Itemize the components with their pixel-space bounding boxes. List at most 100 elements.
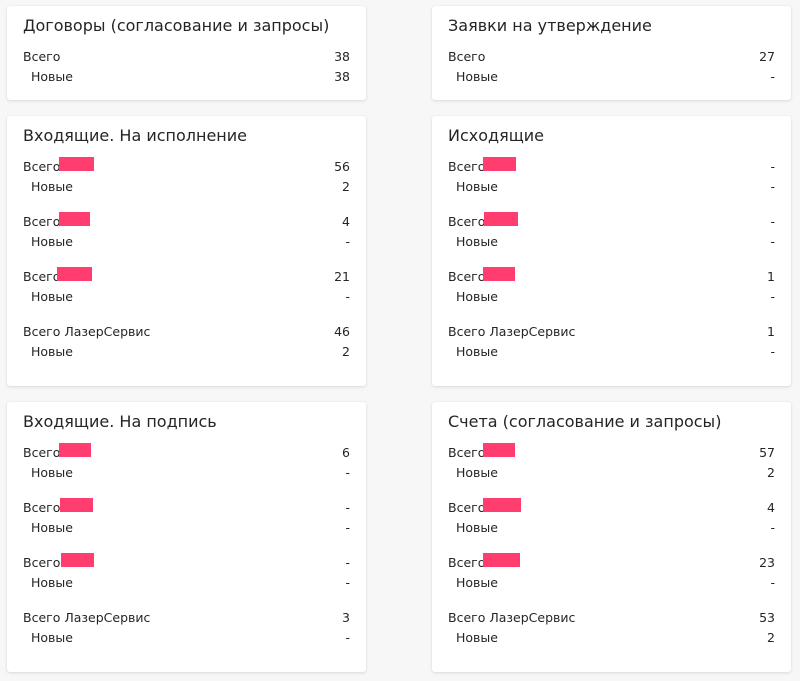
row-value: 21 — [334, 269, 350, 284]
row-new[interactable]: Новые - — [448, 68, 775, 86]
redaction-mark — [61, 553, 94, 567]
row-value: - — [770, 69, 775, 84]
row-value: 2 — [767, 465, 775, 480]
row-label: Новые — [456, 465, 498, 480]
redaction-mark — [483, 553, 520, 567]
row-label: Новые — [31, 520, 73, 535]
row-new[interactable]: Новые - — [23, 464, 350, 482]
row-value: - — [770, 575, 775, 590]
card-title: Договоры (согласование и запросы) — [23, 16, 330, 35]
card-incoming-sign[interactable]: Входящие. На подпись Всего 6 Новые - Все… — [7, 402, 366, 672]
redaction-mark — [59, 157, 94, 171]
row-total[interactable]: Всего - — [448, 212, 775, 231]
row-total[interactable]: Всего ЛазерСервис 3 — [23, 609, 350, 627]
row-label: Новые — [456, 69, 498, 84]
row-value: 56 — [334, 159, 350, 174]
row-new[interactable]: Новые - — [448, 288, 775, 306]
card-contracts[interactable]: Договоры (согласование и запросы) Всего … — [7, 6, 366, 100]
row-value: - — [770, 214, 775, 229]
row-total[interactable]: Всего 6 — [23, 443, 350, 462]
row-new[interactable]: Новые 2 — [23, 178, 350, 196]
row-value: 2 — [767, 630, 775, 645]
row-new[interactable]: Новые 2 — [448, 629, 775, 647]
card-title: Исходящие — [448, 126, 545, 145]
row-value: 4 — [342, 214, 350, 229]
row-total[interactable]: Всего 1 — [448, 267, 775, 286]
row-total[interactable]: Всего - — [23, 498, 350, 517]
redaction-mark — [483, 267, 515, 281]
row-label: Новые — [456, 234, 498, 249]
row-total[interactable]: Всего 4 — [23, 212, 350, 231]
row-label: Всего — [448, 555, 486, 570]
row-new[interactable]: Новые - — [23, 519, 350, 537]
row-new[interactable]: Новые - — [23, 574, 350, 592]
row-value: 1 — [767, 269, 775, 284]
row-total[interactable]: Всего 38 — [23, 48, 350, 66]
row-new[interactable]: Новые - — [448, 519, 775, 537]
row-value: 6 — [342, 445, 350, 460]
row-value: - — [345, 289, 350, 304]
row-label: Новые — [456, 520, 498, 535]
row-value: - — [770, 289, 775, 304]
row-new[interactable]: Новые - — [23, 288, 350, 306]
row-value: - — [345, 465, 350, 480]
row-label: Всего — [448, 49, 486, 64]
row-value: 27 — [759, 49, 775, 64]
row-value: 2 — [342, 179, 350, 194]
row-total[interactable]: Всего 57 — [448, 443, 775, 462]
row-label: Всего — [23, 269, 61, 284]
row-value: - — [770, 344, 775, 359]
row-total[interactable]: Всего 56 — [23, 157, 350, 176]
row-label: Новые — [456, 630, 498, 645]
redaction-mark — [483, 443, 515, 457]
row-value: - — [345, 555, 350, 570]
row-new[interactable]: Новые 2 — [23, 343, 350, 361]
redaction-mark — [483, 157, 516, 171]
row-new[interactable]: Новые 38 — [23, 68, 350, 86]
row-label: Всего — [448, 214, 486, 229]
row-value: - — [345, 630, 350, 645]
row-new[interactable]: Новые - — [23, 629, 350, 647]
card-title: Входящие. На исполнение — [23, 126, 248, 145]
row-value: - — [770, 234, 775, 249]
row-value: - — [345, 520, 350, 535]
row-value: 4 — [767, 500, 775, 515]
row-new[interactable]: Новые - — [448, 343, 775, 361]
row-new[interactable]: Новые - — [23, 233, 350, 251]
row-new[interactable]: Новые - — [448, 574, 775, 592]
row-total[interactable]: Всего 21 — [23, 267, 350, 286]
row-value: - — [345, 234, 350, 249]
row-total[interactable]: Всего ЛазерСервис 53 — [448, 609, 775, 627]
card-incoming-exec[interactable]: Входящие. На исполнение Всего 56 Новые 2… — [7, 116, 366, 386]
row-value: 2 — [342, 344, 350, 359]
row-label: Всего ЛазерСервис — [23, 324, 151, 339]
card-approval[interactable]: Заявки на утверждение Всего 27 Новые - — [432, 6, 791, 100]
row-total[interactable]: Всего 23 — [448, 553, 775, 572]
row-value: - — [770, 179, 775, 194]
redaction-mark — [57, 267, 92, 281]
row-label: Новые — [31, 465, 73, 480]
row-label: Новые — [31, 344, 73, 359]
row-label: Новые — [31, 289, 73, 304]
row-total[interactable]: Всего ЛазерСервис 1 — [448, 323, 775, 341]
row-new[interactable]: Новые - — [448, 178, 775, 196]
row-total[interactable]: Всего - — [448, 157, 775, 176]
row-label: Всего — [23, 214, 61, 229]
row-new[interactable]: Новые 2 — [448, 464, 775, 482]
row-label: Всего — [448, 500, 486, 515]
row-new[interactable]: Новые - — [448, 233, 775, 251]
row-value: - — [345, 575, 350, 590]
redaction-mark — [483, 498, 521, 512]
row-label: Всего ЛазерСервис — [23, 610, 151, 625]
row-label: Новые — [31, 234, 73, 249]
row-label: Новые — [456, 575, 498, 590]
row-total[interactable]: Всего ЛазерСервис 46 — [23, 323, 350, 341]
card-invoices[interactable]: Счета (согласование и запросы) Всего 57 … — [432, 402, 791, 672]
row-total[interactable]: Всего 4 — [448, 498, 775, 517]
row-value: 57 — [759, 445, 775, 460]
row-total[interactable]: Всего 27 — [448, 48, 775, 66]
row-total[interactable]: Всего - — [23, 553, 350, 572]
row-value: 46 — [334, 324, 350, 339]
row-label: Всего — [448, 445, 486, 460]
card-outgoing[interactable]: Исходящие Всего - Новые - Всего - Новые … — [432, 116, 791, 386]
